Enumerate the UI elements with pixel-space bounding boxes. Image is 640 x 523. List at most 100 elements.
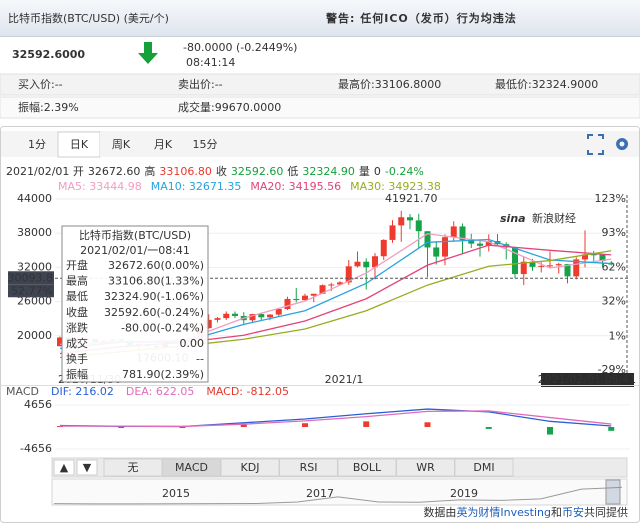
tab-label[interactable]: 日K <box>70 138 89 151</box>
candle-body <box>608 263 615 265</box>
indicator-label[interactable]: RSI <box>300 461 318 474</box>
candle-body <box>319 285 326 294</box>
arrow-button[interactable] <box>76 459 98 476</box>
crosshair-pct: 52.77% <box>11 284 53 297</box>
summary-part: 32672.60 <box>88 165 141 178</box>
fullscreen-icon[interactable] <box>587 134 604 155</box>
tab-button[interactable] <box>142 132 184 157</box>
summary-part: 0 <box>374 165 381 178</box>
candle-body <box>424 231 431 248</box>
navigator <box>51 478 628 506</box>
candle-body <box>590 254 597 256</box>
arrow-label[interactable]: ▲ <box>60 461 69 474</box>
info-cell: 最低价:32324.9000 <box>495 78 598 91</box>
legend-entry: MA5: 33444.98 <box>58 180 142 193</box>
macd-bar <box>424 422 431 427</box>
candle-body <box>275 309 282 315</box>
indicator-label[interactable]: BOLL <box>353 461 382 474</box>
indicator-label[interactable]: MACD <box>175 461 208 474</box>
candle-body <box>302 295 308 301</box>
info-cell: 成交量:99670.0000 <box>178 100 281 114</box>
crosshair-price: 30093.8 <box>8 271 54 284</box>
candle-body <box>267 314 273 318</box>
navigator-handle[interactable] <box>605 479 621 505</box>
tooltip-value: -- <box>196 353 204 366</box>
indicator-label[interactable]: DMI <box>473 461 494 474</box>
price-change: -80.0000 (-0.2449%) <box>183 41 297 54</box>
macd-bar <box>240 424 247 427</box>
summary-part: 收 <box>216 164 227 178</box>
legend-entry: MA10: 32671.35 <box>151 180 242 193</box>
macd-bar <box>179 427 186 428</box>
navigator-label: 2015 <box>162 487 190 500</box>
summary-part: -0.24% <box>385 165 424 178</box>
macd-bar <box>118 427 125 428</box>
indicator-label[interactable]: WR <box>416 461 435 474</box>
candle-body <box>310 293 317 296</box>
arrow-label[interactable]: ▼ <box>83 461 92 474</box>
candle-body <box>485 241 492 246</box>
candle-body <box>547 265 553 267</box>
last-price: 32592.6000 <box>12 48 85 61</box>
peak-label: 41921.70 <box>385 192 438 205</box>
candle-body <box>407 217 413 221</box>
crosshair-pct-box <box>8 284 54 298</box>
summary-part: 32592.60 <box>231 165 284 178</box>
tooltip-value: -80.00(-0.24%) <box>121 321 204 334</box>
tab-label[interactable]: 月K <box>154 138 173 151</box>
tab-label[interactable]: 1分 <box>28 138 46 151</box>
candle-body <box>284 298 291 310</box>
navigator-line <box>53 486 623 505</box>
tooltip-label: 最高 <box>66 274 88 288</box>
y2-tick-label: -29% <box>598 363 626 376</box>
y-tick-label: 4656 <box>24 398 52 411</box>
candle-body <box>337 282 343 285</box>
candle-body <box>433 247 440 257</box>
candle-body <box>538 265 545 267</box>
quote-time: 08:41:14 <box>186 56 235 69</box>
y-tick-label: 44000 <box>17 192 52 205</box>
info-cell: 卖出价:-- <box>178 77 223 91</box>
candle-body <box>293 298 300 301</box>
tooltip-date: 2021/02/01/一08:41 <box>80 244 190 257</box>
candle-body <box>205 319 212 329</box>
y2-tick-label: 1% <box>609 329 626 342</box>
cursor-date-box <box>541 373 634 387</box>
tooltip-label: 振幅 <box>66 367 88 381</box>
tab-button[interactable] <box>57 131 101 158</box>
tab-button[interactable] <box>16 132 58 157</box>
crosshair-price-box <box>8 271 54 285</box>
tab-button[interactable] <box>100 132 142 157</box>
candle-body <box>450 226 457 238</box>
indicator-label[interactable]: KDJ <box>241 461 260 474</box>
y-tick-label: 38000 <box>17 226 52 239</box>
indicator-label[interactable]: 无 <box>128 461 139 474</box>
summary-part: 高 <box>144 164 155 178</box>
y-tick-label: 32000 <box>17 260 52 273</box>
x-tick-label: 2021/1 <box>325 373 364 386</box>
info-cell: 买入价:-- <box>18 78 63 91</box>
y2-tick-label: 93% <box>602 226 626 239</box>
arrow-button[interactable] <box>53 459 75 476</box>
settings-icon[interactable] <box>616 138 629 150</box>
tooltip-value: 32324.90(-1.06%) <box>104 290 204 303</box>
candle-body <box>354 261 361 267</box>
tab-button[interactable] <box>184 132 226 157</box>
indicator-tab[interactable] <box>454 458 514 477</box>
tooltip-value: 0.00 <box>180 337 205 350</box>
legend-entry: MACD <box>6 385 39 398</box>
tab-label[interactable]: 15分 <box>193 138 218 151</box>
tooltip-label: 开盘 <box>66 258 88 272</box>
tooltip-label: 成交 <box>66 336 88 350</box>
tab-label[interactable]: 周K <box>112 138 131 151</box>
watermark-logo: sina <box>500 212 526 225</box>
macd-bar <box>485 427 492 429</box>
footer-part: 和 <box>551 506 562 519</box>
tooltip-value: 32592.60(-0.24%) <box>104 306 204 319</box>
legend-entry: MA20: 34195.56 <box>250 180 341 193</box>
legend-entry: DIF: 216.02 <box>51 385 114 398</box>
candle-body <box>599 254 606 262</box>
candle-body <box>214 318 221 320</box>
